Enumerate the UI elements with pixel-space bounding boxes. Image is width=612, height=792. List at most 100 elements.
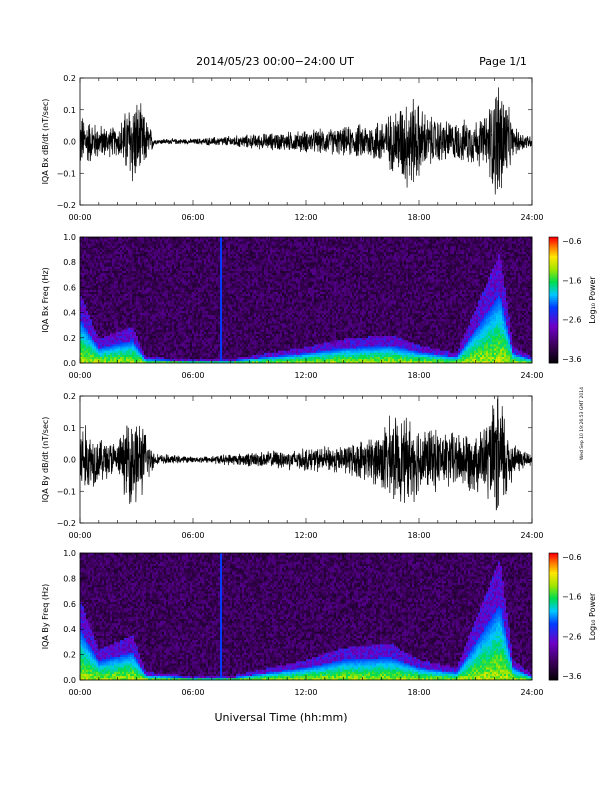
heatmap-cell [206,348,208,350]
heatmap-cell [198,262,200,264]
heatmap-cell [190,336,192,338]
heatmap-cell [238,254,240,256]
heatmap-cell [100,348,102,350]
heatmap-cell [236,252,238,254]
heatmap-cell [206,357,208,359]
heatmap-cell [210,336,212,338]
heatmap-cell [184,355,186,357]
heatmap-cell [238,329,240,331]
heatmap-cell [126,275,128,277]
heatmap-cell [234,290,236,292]
heatmap-cell [152,271,154,273]
heatmap-cell [134,304,136,306]
heatmap-cell [224,323,226,325]
heatmap-cell [182,250,184,252]
heatmap-cell [92,340,94,342]
heatmap-cell [150,344,152,346]
heatmap-cell [86,271,88,273]
heatmap-cell [238,346,240,348]
heatmap-cell [196,357,198,359]
heatmap-cell [102,344,104,346]
heatmap-cell [156,321,158,323]
heatmap-cell [132,306,134,308]
heatmap-cell [168,304,170,306]
heatmap-cell [194,334,196,336]
heatmap-cell [122,260,124,262]
heatmap-cell [220,355,222,357]
heatmap-cell [212,294,214,296]
heatmap-cell [114,245,116,247]
heatmap-cell [100,281,102,283]
heatmap-cell [144,359,146,361]
heatmap-cell [170,327,172,329]
heatmap-cell [98,313,100,315]
heatmap-cell [160,281,162,283]
heatmap-cell [128,306,130,308]
heatmap-cell [240,256,242,258]
heatmap-cell [140,256,142,258]
heatmap-cell [112,348,114,350]
heatmap-cell [182,359,184,361]
heatmap-cell [212,266,214,268]
heatmap-cell [228,269,230,271]
heatmap-cell [118,329,120,331]
heatmap-cell [140,355,142,357]
heatmap-cell [184,298,186,300]
heatmap-cell [196,302,198,304]
heatmap-cell [118,302,120,304]
heatmap-cell [160,250,162,252]
heatmap-cell [220,252,222,254]
heatmap-cell [194,344,196,346]
heatmap-cell [122,275,124,277]
heatmap-cell [104,285,106,287]
heatmap-cell [98,357,100,359]
heatmap-cell [194,264,196,266]
heatmap-cell [202,304,204,306]
heatmap-cell [150,275,152,277]
heatmap-cell [88,273,90,275]
heatmap-cell [124,250,126,252]
heatmap-cell [184,306,186,308]
heatmap-cell [204,332,206,334]
heatmap-cell [180,290,182,292]
heatmap-cell [82,287,84,289]
heatmap-cell [192,243,194,245]
heatmap-cell [228,258,230,260]
heatmap-cell [226,321,228,323]
heatmap-cell [184,287,186,289]
heatmap-cell [140,241,142,243]
heatmap-cell [232,277,234,279]
heatmap-cell [104,245,106,247]
heatmap-cell [142,271,144,273]
heatmap-cell [188,348,190,350]
heatmap-cell [184,250,186,252]
heatmap-cell [166,262,168,264]
heatmap-cell [176,336,178,338]
heatmap-cell [174,325,176,327]
heatmap-cell [160,302,162,304]
heatmap-cell [90,327,92,329]
heatmap-cell [238,256,240,258]
heatmap-cell [184,340,186,342]
heatmap-cell [198,346,200,348]
heatmap-cell [152,275,154,277]
heatmap-cell [220,264,222,266]
x-tick-label: 06:00 [181,213,204,222]
heatmap-cell [216,302,218,304]
heatmap-cell [84,342,86,344]
heatmap-cell [110,336,112,338]
x-axis-title: Universal Time (hh:mm) [215,711,348,724]
heatmap-cell [234,264,236,266]
heatmap-cell [224,292,226,294]
heatmap-cell [232,321,234,323]
heatmap-cell [172,311,174,313]
heatmap-cell [222,317,224,319]
heatmap-cell [142,348,144,350]
heatmap-cell [228,266,230,268]
heatmap-cell [110,254,112,256]
heatmap-cell [162,359,164,361]
heatmap-cell [222,281,224,283]
heatmap-cell [150,243,152,245]
heatmap-cell [86,273,88,275]
heatmap-cell [86,327,88,329]
